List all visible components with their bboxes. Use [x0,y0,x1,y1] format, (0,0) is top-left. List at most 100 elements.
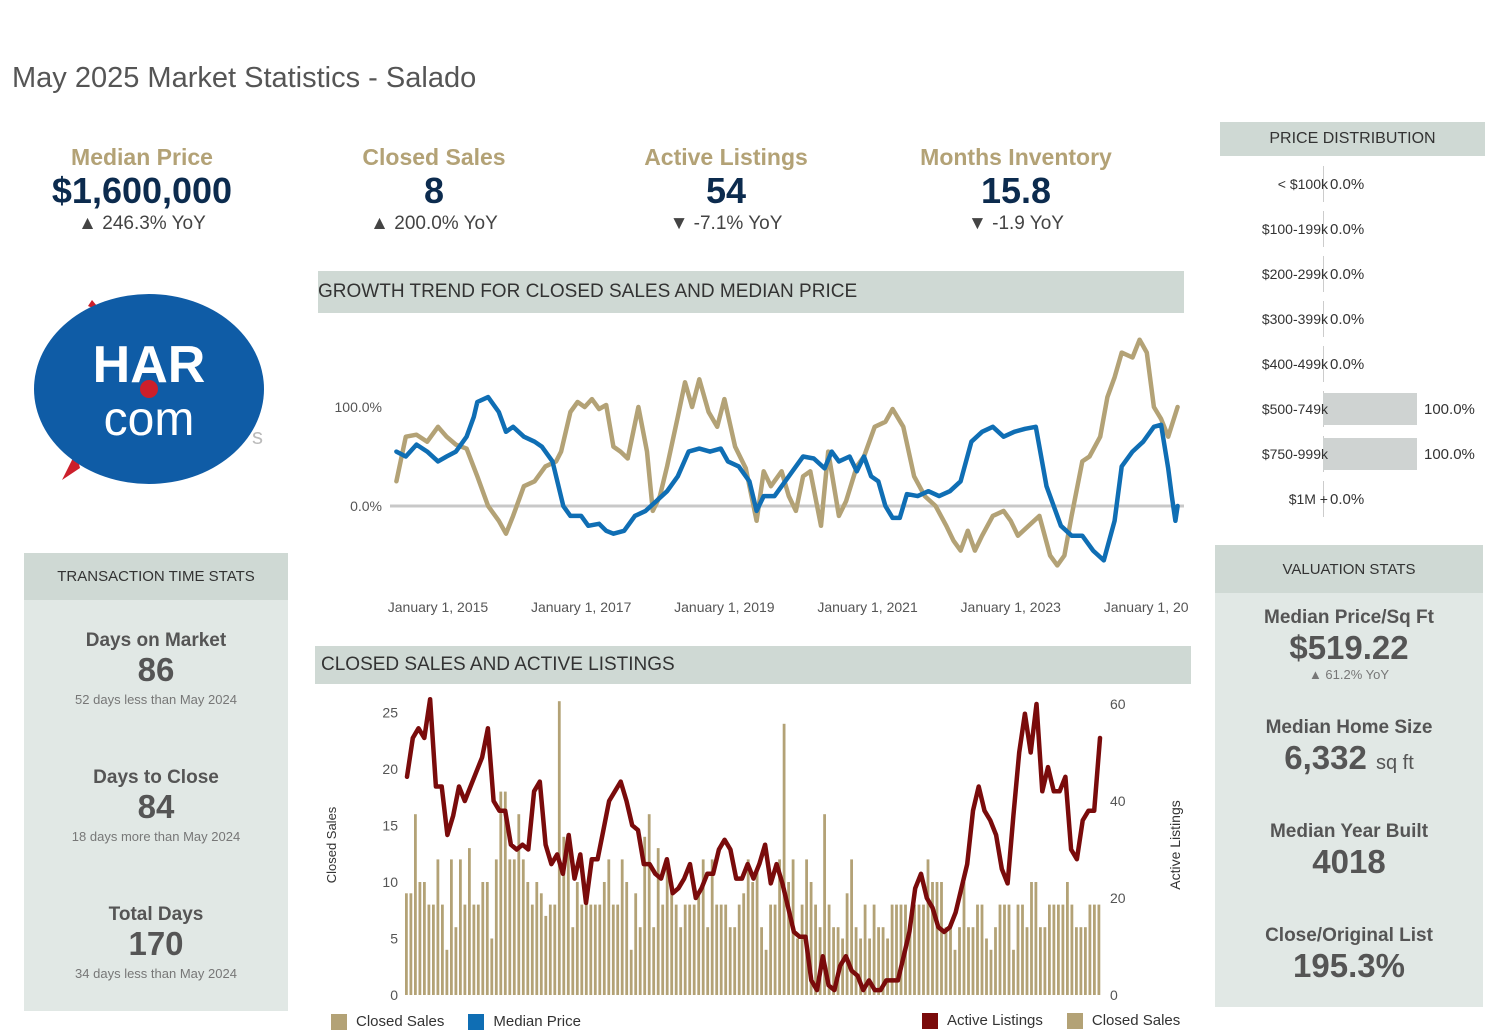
closed-sales-bar [445,949,449,995]
kpi-label: Median Price [71,144,213,170]
x-tick-label: January 1, 2019 [674,599,775,615]
legend-swatch-closed-sales [331,1013,347,1030]
closed-sales-bar [760,927,763,995]
stat-value: 86 [137,651,175,688]
closed-sales-bar [913,904,916,995]
closed-sales-bar [625,882,629,995]
kpi-months-inventory: Months Inventory 15.8 ▼ -1.9 YoY [896,144,1136,235]
stat-note: ▲ 61.2% YoY [1308,667,1390,682]
y2-tick-label: 60 [1110,696,1126,712]
kpi-active-listings: Active Listings 54 ▼ -7.1% YoY [606,144,846,235]
closed-sales-bar [611,904,615,995]
closed-sales-bar [805,859,808,995]
closed-sales-bar [958,927,961,995]
closed-sales-bar [436,859,440,995]
closed-sales-bar [688,904,692,995]
closed-sales-bar [423,882,426,995]
closed-sales-bar [485,882,489,995]
closed-sales-bar [832,927,835,995]
closed-sales-bar [706,927,710,995]
stat-value: 4018 [1312,843,1386,880]
closed-sales-bar [872,904,876,995]
closed-sales-bar [926,859,930,995]
closed-sales-bar [985,938,988,995]
kpi-yoy: ▲ 246.3% YoY [78,213,206,234]
closed-sales-bar [940,882,943,995]
price-distribution-header: PRICE DISTRIBUTION [1220,122,1485,156]
closed-sales-bar [1048,904,1051,995]
page-title: May 2025 Market Statistics - Salado [12,62,477,94]
closed-sales-bar [503,791,507,995]
closed-sales-bar [674,904,678,995]
closed-sales-bar [989,949,993,995]
axis-line [1323,481,1324,517]
closed-sales-bar [877,927,880,995]
closed-sales-bar [755,870,759,995]
closed-sales-bar [571,927,575,995]
stat-close-original-list: Close/Original List 195.3% [1215,925,1483,985]
price-share-value: 0.0% [1330,311,1365,328]
closed-sales-bar [1030,882,1033,995]
price-range-label: $1M + [1288,491,1328,507]
closed-sales-bar [773,904,777,995]
stat-value: $519.22 [1289,629,1409,666]
price-share-value: 0.0% [1330,176,1365,193]
kpi-closed-sales: Closed Sales 8 ▲ 200.0% YoY [314,144,554,235]
closed-sales-bar [683,904,687,995]
closed-sales-bar [494,859,498,995]
closed-sales-bar [827,904,831,995]
closed-sales-bar [764,949,768,995]
closed-sales-bar [1007,904,1011,995]
closed-sales-bar [1034,882,1038,995]
closed-sales-bar [634,893,638,995]
closed-sales-bar [476,904,480,995]
closed-sales-bar [778,859,781,995]
axis-line [1323,211,1324,247]
closed-sales-bar [841,938,844,995]
stat-median-price-sqft: Median Price/Sq Ft $519.22 ▲ 61.2% YoY [1215,607,1483,682]
closed-sales-bar [1025,927,1029,995]
price-distribution-row: $750-999k 100.0% [1220,436,1490,472]
closed-sales-bar [719,904,723,995]
closed-sales-bar [733,927,737,995]
closed-sales-bar [994,927,997,995]
closed-sales-bar [643,836,647,995]
y-tick-label: 0.0% [350,498,382,514]
stat-median-home-size: Median Home Size 6,332 sq ft [1215,717,1483,782]
transaction-stats-panel: Days on Market 86 52 days less than May … [24,600,288,1011]
closed-sales-bar [539,893,543,995]
price-share-value: 0.0% [1330,491,1365,508]
price-share-value: 100.0% [1424,446,1475,463]
price-distribution-row: < $100k 0.0% [1220,166,1490,202]
closed-sales-bar [931,882,934,995]
closed-sales-bar [535,882,539,995]
stat-value: 84 [137,788,175,825]
closed-sales-bar [796,938,799,995]
stat-median-year-built: Median Year Built 4018 [1215,821,1483,881]
closed-sales-bar [490,938,494,995]
closed-sales-bar [1016,904,1020,995]
kpi-value: 54 [705,170,747,211]
closed-sales-bar [1021,904,1024,995]
closed-sales-bar [665,859,669,995]
price-distribution-bar [1323,438,1417,470]
closed-sales-bar [526,882,530,995]
closed-sales-bar [971,927,975,995]
closed-sales-bar [463,904,467,995]
price-share-value: 0.0% [1330,221,1365,238]
price-range-label: $750-999k [1261,446,1328,462]
stat-note: 18 days more than May 2024 [71,829,241,844]
legend-label-closed-sales: Closed Sales [1091,1012,1181,1029]
closed-sales-bar [697,893,701,995]
closed-sales-bar [1057,904,1060,995]
closed-sales-bar [602,882,606,995]
closed-sales-bar [944,927,948,995]
stat-label: Median Year Built [1269,821,1429,842]
closed-sales-bar [1043,927,1047,995]
closed-sales-bar [692,904,696,995]
closed-sales-bar [580,904,584,995]
closed-sales-bar [728,927,732,995]
axis-line [1323,346,1324,382]
series-line-closed-sales [394,337,1180,568]
closed-sales-bar [800,904,804,995]
